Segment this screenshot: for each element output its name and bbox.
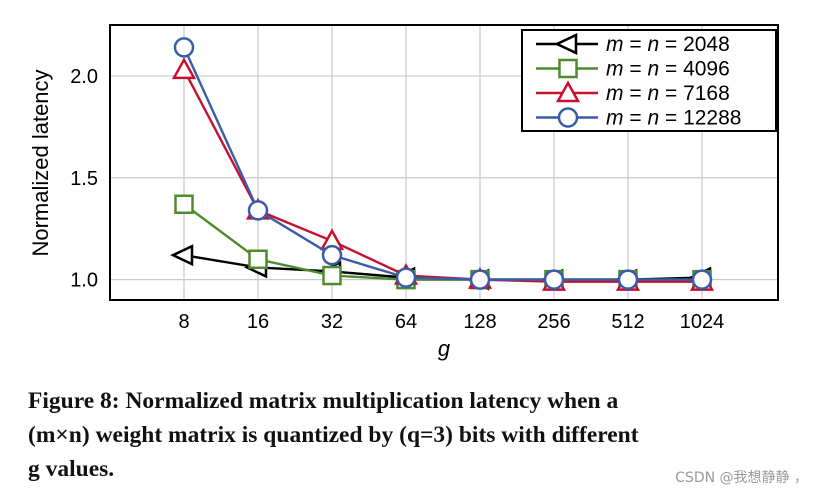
x-tick-label: 32 [321, 311, 343, 333]
x-tick-label: 64 [395, 311, 417, 333]
data-point-2048 [170, 244, 194, 267]
latency-chart: 1.0 1.5 2.0 8 16 32 64 128 256 512 1024 Normalize… [28, 24, 779, 361]
x-tick-label: 1024 [680, 311, 725, 333]
y-tick-label: 1.0 [70, 270, 98, 292]
series-12288 [173, 37, 713, 290]
y-tick-label: 1.5 [70, 168, 98, 190]
x-tick-label: 512 [611, 311, 644, 333]
legend-item-2048: m = n = 2048 [536, 33, 730, 56]
x-axis-label: g [438, 336, 451, 361]
series-line-12288 [182, 46, 702, 281]
legend-item-12288: m = n = 12288 [536, 107, 741, 130]
legend-label: m = n = 4096 [606, 58, 730, 81]
x-tick-label: 128 [463, 311, 496, 333]
data-point-12288 [247, 200, 269, 221]
data-point-12288 [469, 269, 491, 290]
x-tick-label: 8 [178, 311, 189, 333]
x-tick-label: 16 [247, 311, 269, 333]
figure-caption: Figure 8: Normalized matrix multiplicati… [28, 384, 788, 486]
data-point-4096 [174, 194, 194, 215]
caption-line-3: g values. [28, 456, 115, 482]
legend-marker [555, 80, 581, 103]
legend-item-7168: m = n = 7168 [536, 80, 730, 105]
y-axis-label: Normalized latency [28, 69, 53, 256]
legend-label: m = n = 12288 [606, 107, 741, 130]
legend-label: m = n = 7168 [606, 82, 730, 105]
x-tick-label: 256 [537, 311, 570, 333]
x-axis-ticks: 8 16 32 64 128 256 512 1024 [178, 311, 724, 333]
data-series [170, 37, 715, 291]
data-point-12288 [617, 269, 639, 290]
data-point-12288 [543, 269, 565, 290]
caption-line-2: (m×n) weight matrix is quantized by (q=3… [28, 422, 639, 448]
y-axis-ticks: 1.0 1.5 2.0 [70, 66, 98, 292]
legend-marker [558, 58, 578, 79]
watermark: CSDN @我想静静 ， [675, 470, 808, 486]
plot-frame [109, 24, 779, 301]
data-point-12288 [395, 267, 417, 288]
legend-item-4096: m = n = 4096 [536, 58, 730, 81]
y-tick-label: 2.0 [70, 66, 98, 88]
data-point-12288 [691, 269, 713, 290]
data-point-12288 [321, 244, 343, 266]
caption-line-1: Figure 8: Normalized matrix multiplicati… [28, 388, 619, 414]
legend-label: m = n = 2048 [606, 33, 730, 56]
data-point-12288 [173, 37, 195, 58]
legend-marker [557, 107, 579, 128]
data-point-4096 [322, 265, 342, 286]
data-point-7168 [171, 57, 197, 80]
legend-marker [554, 33, 578, 55]
data-point-4096 [248, 249, 268, 270]
